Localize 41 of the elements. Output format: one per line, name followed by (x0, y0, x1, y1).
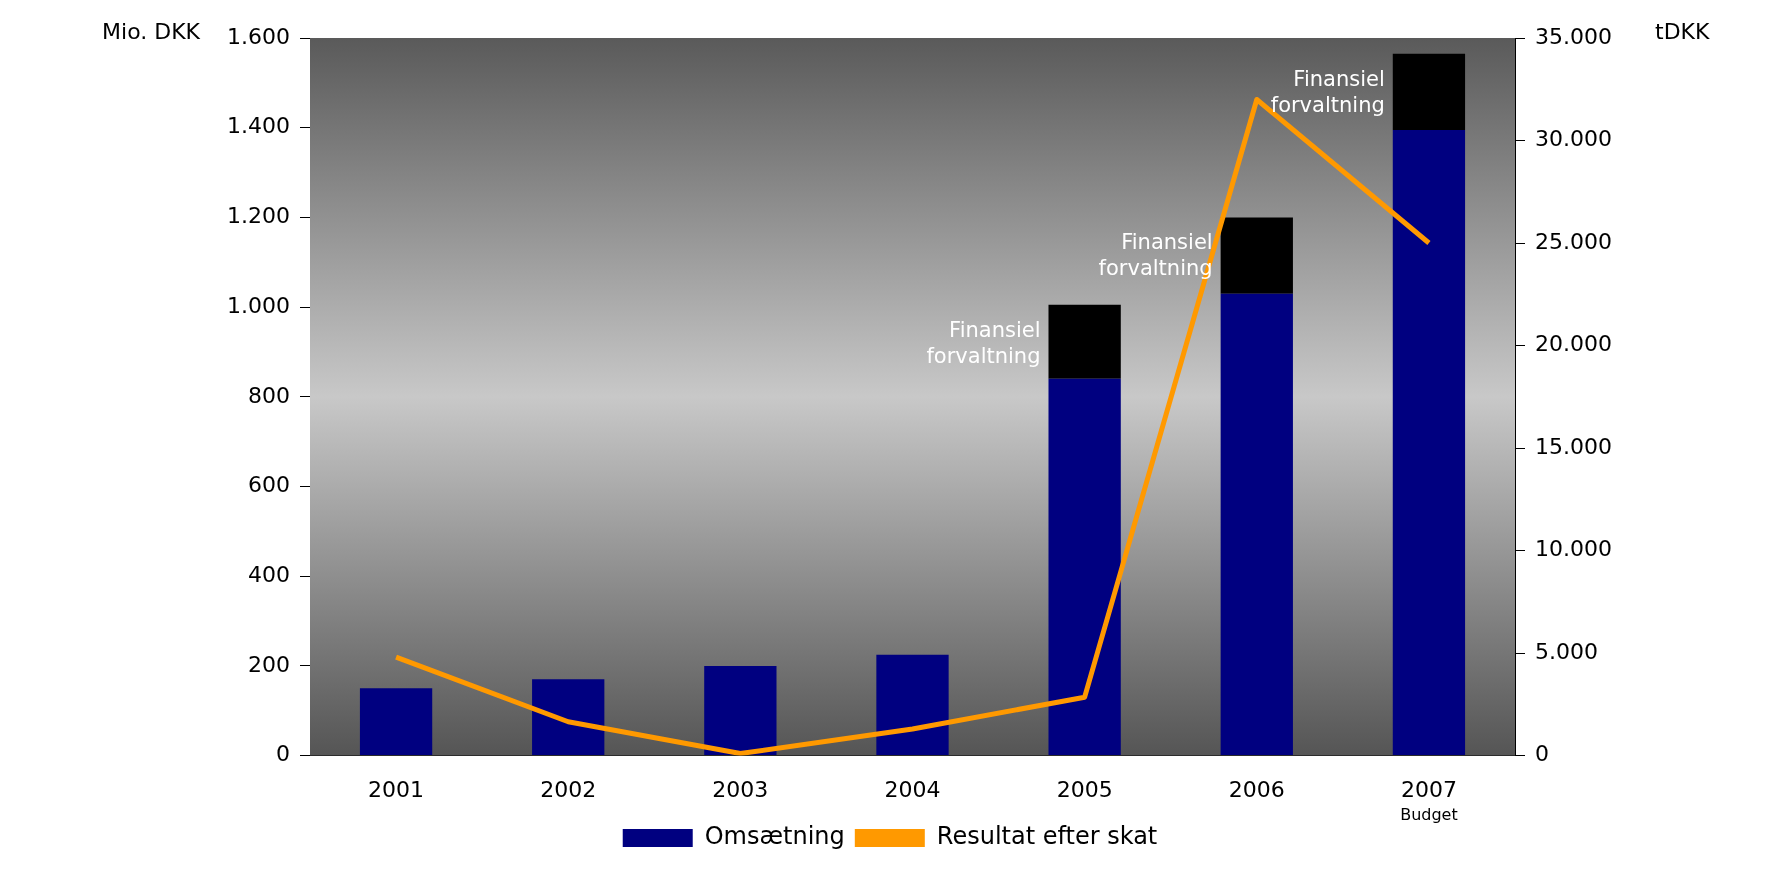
y2-tick-label: 15.000 (1535, 433, 1612, 459)
series-label: Finansiel forvaltning (926, 317, 1041, 368)
y2-tick-label: 20.000 (1535, 331, 1612, 357)
bar (1392, 53, 1466, 130)
y-tick-label: 200 (248, 651, 290, 677)
bar (359, 688, 433, 756)
text: Budget (1400, 804, 1458, 824)
y-tick-label: 1.600 (227, 23, 290, 49)
y-tick-label: 1.400 (227, 113, 290, 139)
bar (704, 665, 777, 756)
y-tick-label: 1.000 (227, 292, 290, 318)
y2-tick-label: 0 (1535, 741, 1549, 767)
y-tick-label: 0 (276, 741, 290, 767)
y2-tick-label: 25.000 (1535, 228, 1612, 254)
x-tick-label: 2004 (884, 776, 941, 802)
y-tick-label: 400 (248, 561, 290, 587)
y-tick-label: 1.200 (227, 203, 290, 229)
text: Finansiel forvaltning (1270, 66, 1385, 117)
y2-tick-label: 10.000 (1535, 536, 1612, 562)
x-tick-label: 2002 (540, 776, 597, 802)
x-tick-label: 2007 (1400, 776, 1457, 802)
bar (876, 654, 949, 756)
y2-tick-label: 5.000 (1535, 638, 1598, 664)
bar (1048, 304, 1121, 379)
x-tick-label: 2005 (1056, 776, 1113, 802)
y2-tick-label: 35.000 (1535, 23, 1612, 49)
bar (532, 679, 605, 756)
y2-axis-title: tDKK (1655, 18, 1710, 44)
y-tick-label: 800 (248, 382, 290, 408)
bar (1392, 129, 1466, 756)
bar (1048, 378, 1121, 756)
x-tick-label: 2001 (368, 776, 425, 802)
y2-tick-label: 30.000 (1535, 126, 1612, 152)
legend-label: Resultat efter skat (936, 822, 1158, 851)
bar (1220, 217, 1293, 294)
y-axis-title: Mio. DKK (102, 18, 201, 44)
y-tick-label: 600 (248, 472, 290, 498)
legend-label: Omsætning (704, 822, 845, 851)
bar (1220, 293, 1293, 756)
x-tick-label: 2006 (1228, 776, 1285, 802)
x-tick-label: 2003 (712, 776, 769, 802)
